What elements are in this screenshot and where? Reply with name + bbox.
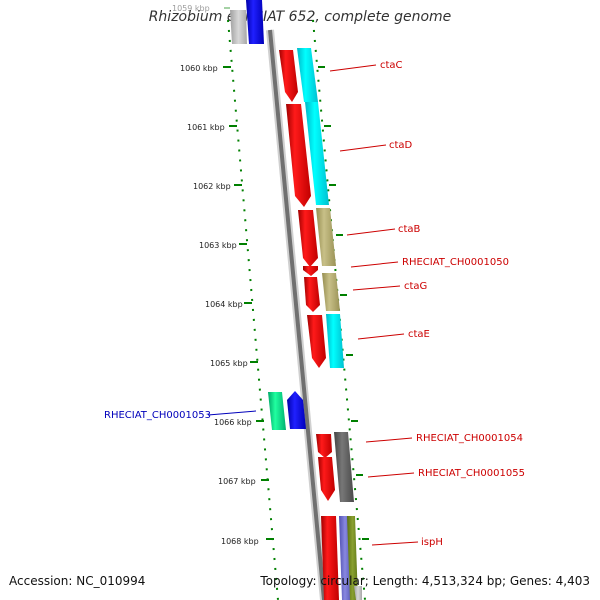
gene-ctaC[interactable]: [279, 48, 318, 102]
map-title: Rhizobium etli CIAT 652, complete genome: [148, 9, 452, 25]
left-dotted-track: [227, 19, 279, 600]
label-leader-forward: [207, 410, 257, 416]
tick-label: 1066 kbp: [214, 418, 252, 427]
scale-tick-labels: 1059 kbp 1060 kbp 1061 kbp 1062 kbp 1063…: [172, 4, 259, 546]
gene-label-ctaG[interactable]: ctaG: [404, 281, 427, 292]
gene-label-RHECIAT_CH0001050[interactable]: RHECIAT_CH0001050: [402, 257, 509, 268]
gene-label-ctaC[interactable]: ctaC: [380, 60, 403, 71]
gene-ctaD[interactable]: [286, 102, 329, 207]
gene-RHECIAT_CH0001053[interactable]: [268, 391, 306, 430]
tick-label: 1068 kbp: [221, 537, 259, 546]
scale-ticks: [223, 7, 274, 540]
tick-label: 1063 kbp: [199, 241, 237, 250]
genome-stats-label: Topology: circular; Length: 4,513,324 bp…: [260, 574, 590, 588]
label-leaders-reverse: [329, 64, 419, 546]
gene-RHECIAT_CH0001054[interactable]: [316, 432, 354, 502]
gene-label-ispH[interactable]: ispH: [421, 537, 443, 548]
tick-label: 1061 kbp: [187, 123, 225, 132]
gene-label-RHECIAT_CH0001054[interactable]: RHECIAT_CH0001054: [416, 433, 523, 444]
gene-RHECIAT_CH0001055[interactable]: [318, 457, 335, 501]
accession-label: Accession: NC_010994: [9, 574, 146, 588]
gene-ispH[interactable]: [321, 516, 362, 600]
tick-label: 1065 kbp: [210, 359, 248, 368]
gene-ctaE[interactable]: [307, 314, 344, 368]
gene-ctaB[interactable]: [298, 208, 336, 267]
right-track-ticks: [318, 66, 369, 540]
genome-backbone: [266, 29, 328, 600]
tick-label: 1067 kbp: [218, 477, 256, 486]
gene-RHECIAT_CH0001050[interactable]: [303, 266, 318, 276]
gene-label-ctaD[interactable]: ctaD: [389, 140, 413, 151]
gene-label-ctaE[interactable]: ctaE: [408, 329, 430, 340]
gene-label-RHECIAT_CH0001055[interactable]: RHECIAT_CH0001055: [418, 468, 525, 479]
gene-labels: ctaC ctaD ctaB RHECIAT_CH0001050 ctaG ct…: [104, 60, 525, 548]
gene-top-forward: [230, 0, 264, 44]
tick-label: 1059 kbp: [172, 4, 210, 13]
tick-label: 1064 kbp: [205, 300, 243, 309]
tick-label: 1062 kbp: [193, 182, 231, 191]
gene-label-ctaB[interactable]: ctaB: [398, 224, 421, 235]
gene-ctaG[interactable]: [304, 273, 340, 312]
gene-label-RHECIAT_CH0001053[interactable]: RHECIAT_CH0001053: [104, 410, 211, 421]
tick-label: 1060 kbp: [180, 64, 218, 73]
